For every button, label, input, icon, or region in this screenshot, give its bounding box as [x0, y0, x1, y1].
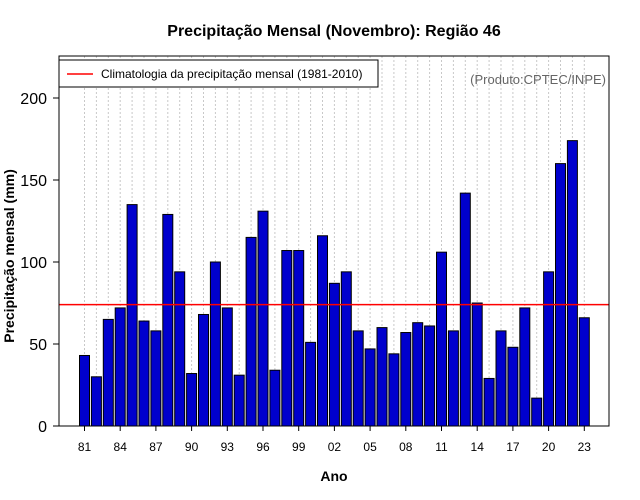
bar-04: [352, 330, 364, 427]
y-tick-label: 150: [20, 173, 47, 190]
bar-09: [412, 322, 424, 427]
bar-92: [209, 261, 221, 427]
bar-95: [245, 236, 257, 427]
bar-12: [447, 330, 459, 427]
legend-label: Climatologia da precipitação mensal (198…: [101, 67, 362, 81]
y-tick-label: 50: [29, 337, 47, 354]
bar-97: [269, 369, 281, 427]
x-axis-label: Ano: [320, 468, 347, 484]
bar-19: [531, 397, 543, 427]
x-tick-label: 11: [435, 440, 448, 454]
bar-89: [174, 271, 186, 427]
bar-17: [507, 346, 519, 427]
bar-81: [79, 354, 90, 427]
x-tick-label: 23: [578, 440, 592, 454]
y-tick-label: 0: [38, 419, 47, 436]
bar-21: [555, 163, 566, 427]
bar-82: [90, 376, 102, 427]
bar-13: [459, 192, 471, 427]
bar-03: [340, 271, 352, 427]
x-tick-label: 93: [221, 440, 235, 454]
bar-15: [483, 377, 495, 427]
bar-16: [495, 330, 507, 427]
bar-22: [566, 140, 578, 427]
bar-98: [281, 250, 293, 427]
bar-06: [376, 327, 388, 427]
bar-99: [293, 250, 305, 427]
bar-90: [186, 373, 198, 427]
bar-83: [102, 318, 114, 427]
bar-20: [543, 271, 555, 427]
x-tick-label: 81: [78, 440, 92, 454]
y-tick-label: 200: [20, 91, 47, 108]
legend-box: [58, 59, 379, 88]
bar-87: [150, 330, 162, 427]
bar-85: [126, 204, 138, 427]
y-axis: 0 50 100 150 200: [20, 91, 59, 436]
bar-08: [400, 332, 412, 427]
x-tick-label: 02: [328, 440, 342, 454]
bar-88: [162, 213, 174, 427]
bar-94: [233, 374, 245, 427]
y-tick-label: 100: [20, 255, 47, 272]
bar-05: [364, 348, 376, 427]
bar-23: [578, 317, 590, 427]
x-tick-label: 17: [506, 440, 520, 454]
bar-00: [305, 341, 317, 427]
x-tick-label: 87: [149, 440, 163, 454]
bar-96: [257, 210, 269, 427]
y-axis-label: Precipitação mensal (mm): [1, 169, 17, 343]
x-tick-label: 05: [363, 440, 377, 454]
x-tick-label: 20: [542, 440, 556, 454]
credit-text: (Produto:CPTEC/INPE): [470, 72, 606, 87]
chart-title: Precipitação Mensal (Novembro): Região 4…: [167, 23, 501, 40]
x-tick-label: 14: [471, 440, 485, 454]
x-tick-label: 99: [292, 440, 306, 454]
bar-86: [138, 320, 150, 427]
bar-91: [198, 313, 209, 427]
x-tick-label: 90: [185, 440, 199, 454]
bar-93: [221, 307, 233, 427]
x-tick-label: 96: [256, 440, 270, 454]
bar-11: [436, 251, 447, 427]
bar-10: [424, 325, 436, 427]
bar-84: [114, 307, 126, 427]
x-tick-label: 84: [114, 440, 128, 454]
x-axis: 81 84 87 90 93 96 99 02 05 08 11 14 17 20 23: [78, 426, 591, 454]
x-tick-label: 08: [399, 440, 413, 454]
bar-14: [471, 302, 483, 427]
bar-18: [519, 307, 531, 427]
legend: Climatologia da precipitação mensal (198…: [58, 59, 379, 88]
bars: [79, 140, 590, 427]
bar-07: [388, 353, 400, 427]
bar-01: [317, 235, 328, 427]
